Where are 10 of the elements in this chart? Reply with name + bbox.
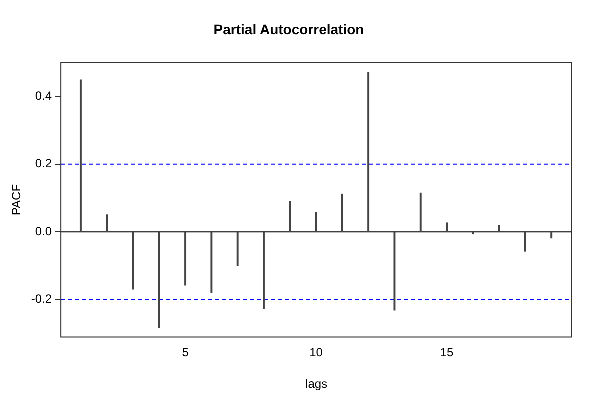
y-tick-label: 0.4 xyxy=(35,88,52,103)
x-tick-label: 10 xyxy=(310,346,324,360)
chart-title: Partial Autocorrelation xyxy=(214,21,364,38)
y-tick-label: 0.2 xyxy=(35,156,52,171)
y-tick-label: -0.2 xyxy=(31,292,52,306)
y-tick-label: 0.0 xyxy=(35,224,52,238)
x-axis-title: lags xyxy=(306,377,328,392)
x-tick-label: 15 xyxy=(440,346,454,360)
x-tick-label: 5 xyxy=(182,346,190,360)
y-axis-title: PACF xyxy=(10,184,24,216)
